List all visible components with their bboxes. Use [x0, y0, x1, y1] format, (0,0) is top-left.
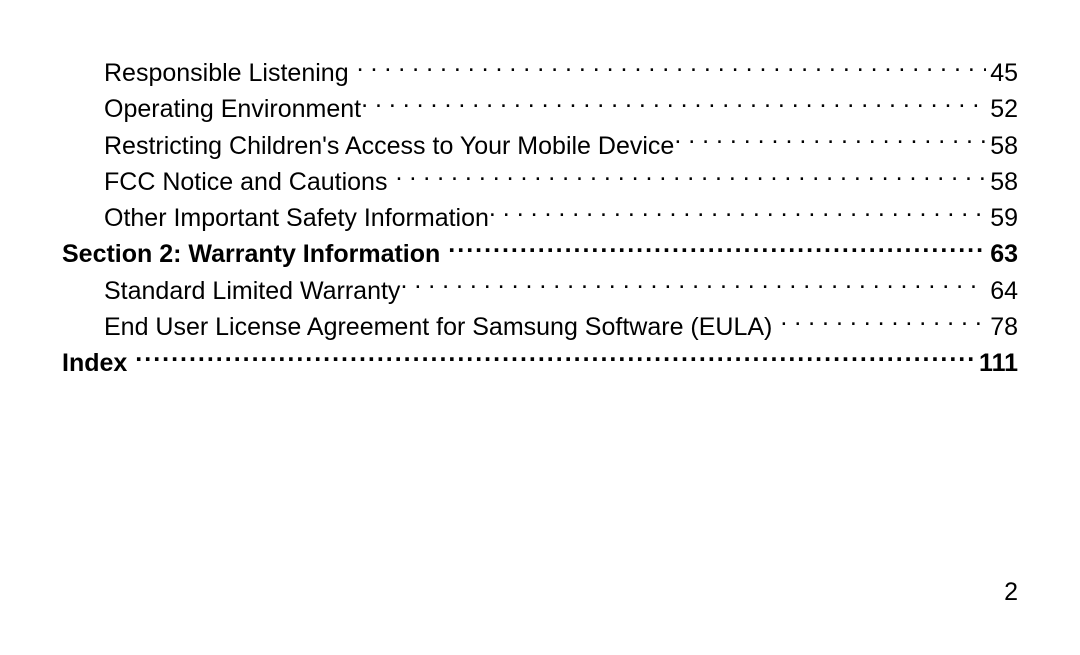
toc-entry-page: 58	[990, 128, 1018, 164]
toc-entry-title: Operating Environment	[104, 91, 361, 127]
document-page: Responsible Listening45Operating Environ…	[0, 0, 1080, 655]
toc-sub-row: Responsible Listening 45	[62, 55, 1018, 91]
toc-leader-dots	[357, 56, 987, 81]
toc-sub-row: Other Important Safety Information 59	[62, 200, 1018, 236]
page-number: 2	[1004, 578, 1018, 607]
toc-sub-row: End User License Agreement for Samsung S…	[62, 309, 1018, 345]
toc-entry-page: 64	[990, 273, 1018, 309]
toc-leader-dots	[395, 165, 986, 190]
toc-entry-title: Restricting Children's Access to Your Mo…	[104, 128, 674, 164]
table-of-contents: Responsible Listening45Operating Environ…	[62, 55, 1018, 381]
toc-leader-dots	[400, 274, 986, 299]
toc-entry-title: Section 2: Warranty Information	[62, 236, 440, 272]
toc-section-row: Index 111	[62, 345, 1018, 381]
toc-entry-page: 78	[990, 309, 1018, 345]
toc-leader-dots	[448, 237, 986, 262]
toc-entry-page: 58	[990, 164, 1018, 200]
toc-leader-dots	[361, 92, 986, 117]
toc-sub-row: Standard Limited Warranty 64	[62, 273, 1018, 309]
toc-entry-title: FCC Notice and Cautions	[104, 164, 387, 200]
toc-leader-dots	[780, 310, 986, 335]
toc-entry-title: Responsible Listening	[104, 55, 349, 91]
toc-section-row: Section 2: Warranty Information 63	[62, 236, 1018, 272]
toc-entry-page: 45	[990, 55, 1018, 91]
toc-entry-title: End User License Agreement for Samsung S…	[104, 309, 772, 345]
toc-sub-row: Operating Environment 52	[62, 91, 1018, 127]
toc-leader-dots	[489, 201, 986, 226]
toc-sub-row: FCC Notice and Cautions 58	[62, 164, 1018, 200]
toc-entry-page: 111	[979, 345, 1018, 381]
toc-entry-page: 59	[990, 200, 1018, 236]
toc-leader-dots	[135, 346, 975, 371]
toc-entry-title: Other Important Safety Information	[104, 200, 489, 236]
toc-entry-title: Standard Limited Warranty	[104, 273, 400, 309]
toc-sub-row: Restricting Children's Access to Your Mo…	[62, 128, 1018, 164]
toc-entry-page: 63	[990, 236, 1018, 272]
toc-leader-dots	[674, 129, 986, 154]
toc-entry-title: Index	[62, 345, 127, 381]
toc-entry-page: 52	[990, 91, 1018, 127]
